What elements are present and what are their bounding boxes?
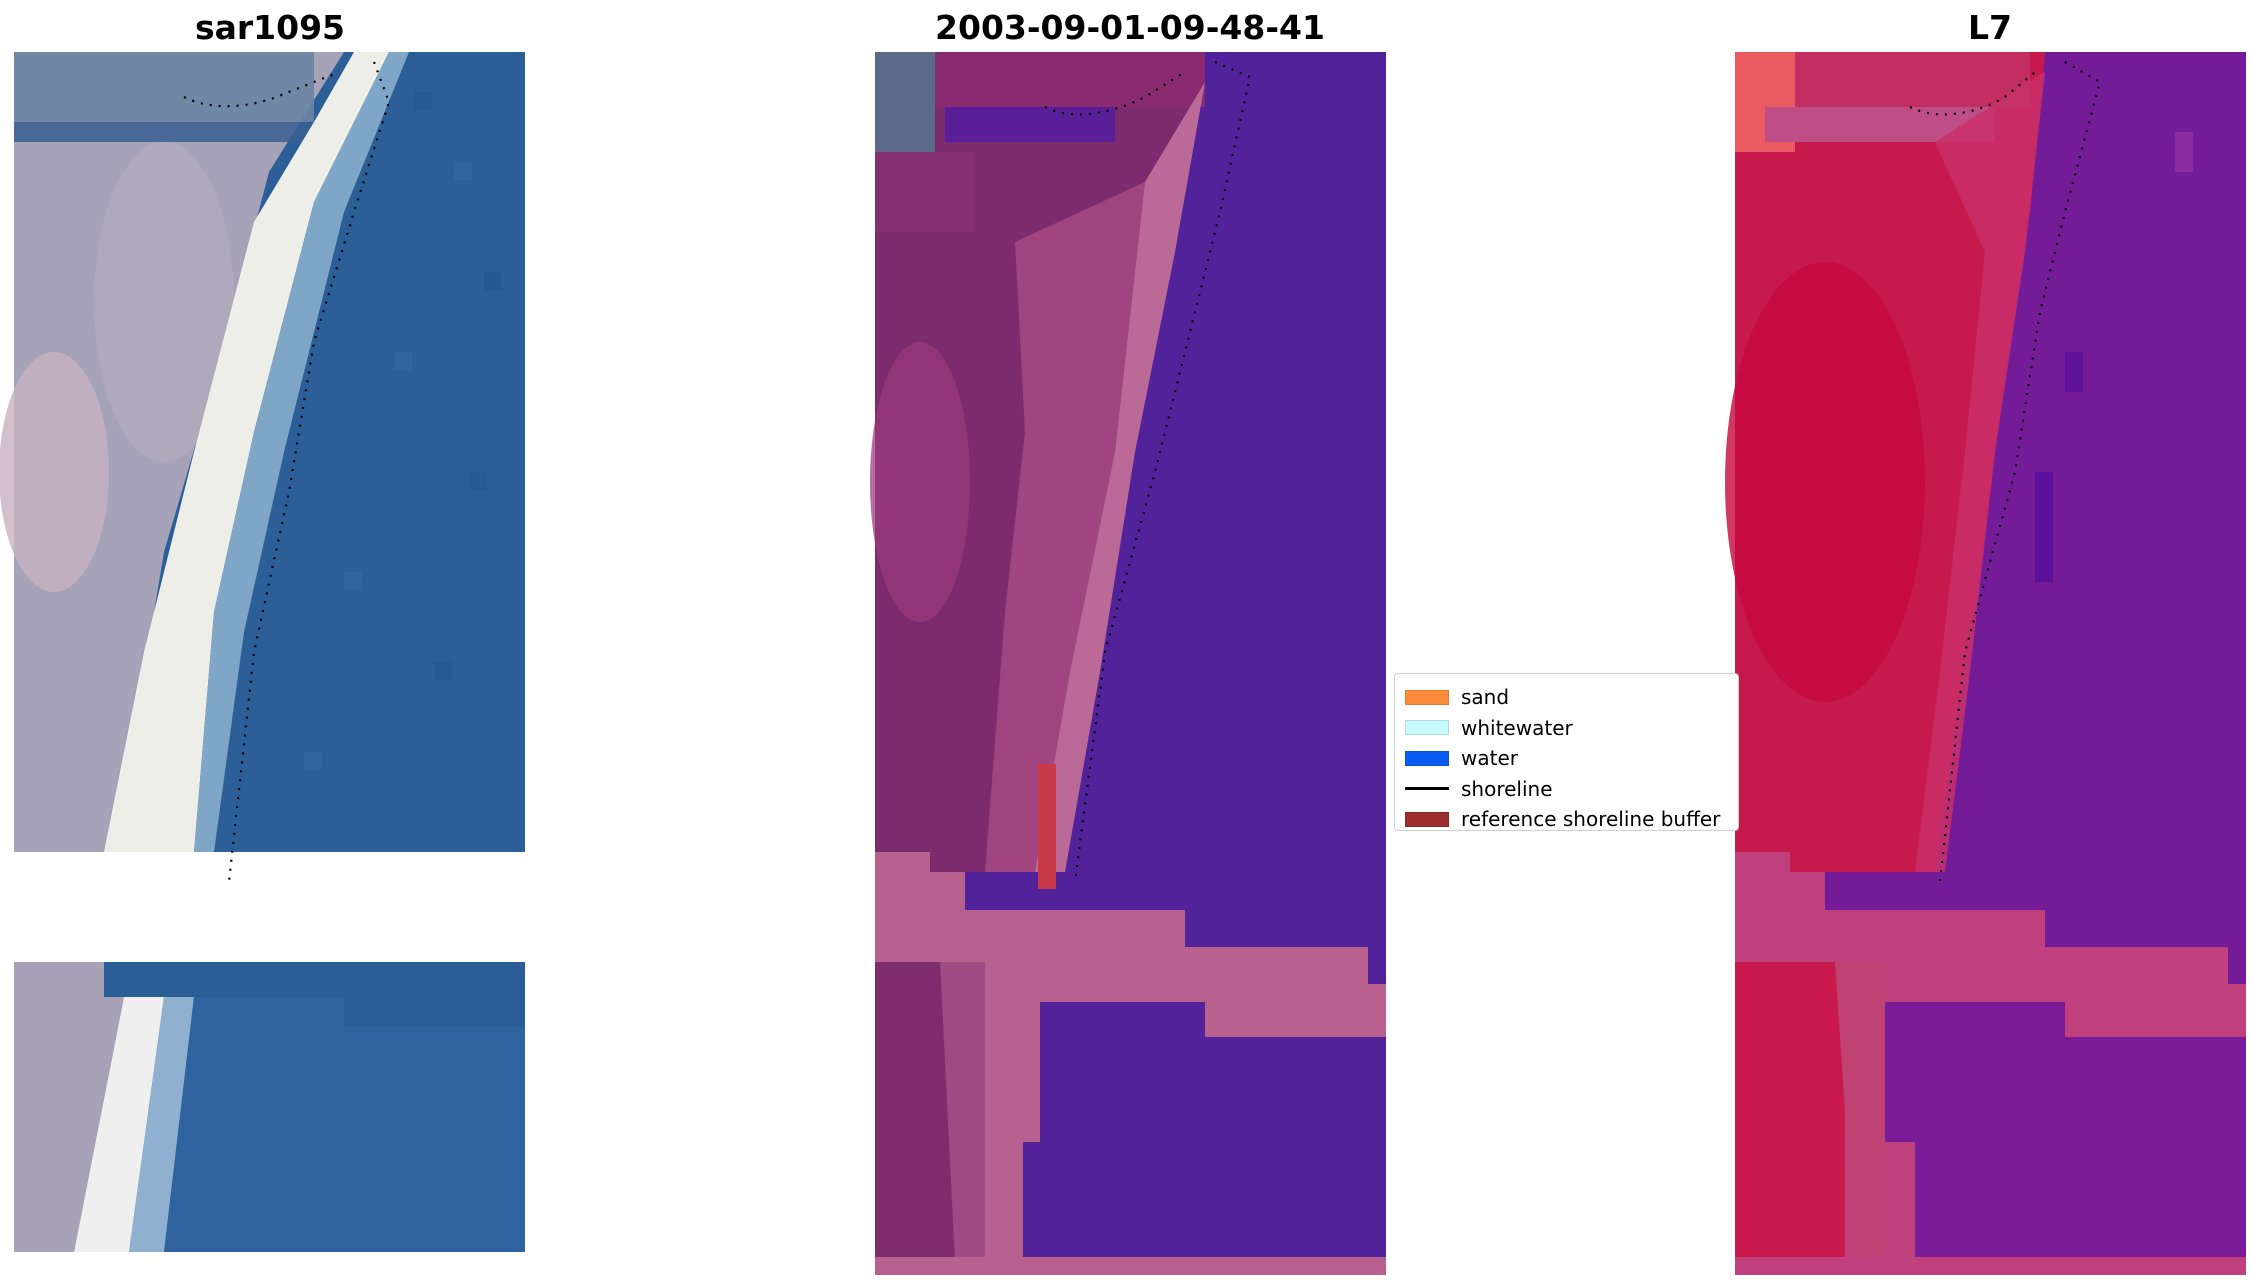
rgb-image-panel bbox=[0, 52, 525, 1252]
shoreline-right bbox=[1909, 61, 2102, 883]
legend-item-whitewater: whitewater bbox=[1395, 713, 1738, 744]
classified-image-panel bbox=[870, 52, 1386, 1275]
legend-item-water: water bbox=[1395, 743, 1738, 774]
legend-label: reference shoreline buffer bbox=[1461, 807, 1721, 832]
legend-label: sand bbox=[1461, 685, 1510, 710]
shoreline-left bbox=[183, 61, 391, 883]
land-class bbox=[870, 52, 1205, 872]
legend: sand whitewater water shoreline referenc… bbox=[1394, 673, 1739, 831]
nodata-band-right bbox=[1735, 852, 2246, 1275]
water-texture bbox=[304, 92, 502, 770]
water-swatch bbox=[1405, 750, 1449, 766]
legend-label: whitewater bbox=[1461, 715, 1573, 740]
legend-label: water bbox=[1461, 746, 1518, 771]
panel-title-center: 2003-09-01-09-48-41 bbox=[935, 8, 1325, 47]
nodata-band-center bbox=[875, 852, 1386, 1275]
shoreline-line bbox=[1405, 787, 1449, 791]
whitewater-swatch bbox=[1405, 720, 1449, 736]
shoreline-center bbox=[1044, 60, 1252, 883]
surf-band bbox=[104, 52, 389, 852]
legend-label: shoreline bbox=[1461, 776, 1553, 801]
legend-item-shoreline: shoreline bbox=[1395, 774, 1738, 805]
buffer-patch bbox=[1038, 764, 1056, 889]
buffer-swatch bbox=[1405, 811, 1449, 827]
land-region bbox=[0, 52, 525, 852]
wet-sand-band bbox=[194, 52, 409, 852]
panel-title-left: sar1095 bbox=[194, 8, 346, 47]
land-region-bottom bbox=[14, 962, 525, 1252]
legend-item-buffer: reference shoreline buffer bbox=[1395, 804, 1738, 835]
legend-item-sand: sand bbox=[1395, 682, 1738, 713]
panel-title-right: L7 bbox=[1968, 8, 2012, 47]
index-image-panel bbox=[1725, 52, 2246, 1275]
sand-swatch bbox=[1405, 689, 1449, 705]
land-index bbox=[1725, 52, 2045, 872]
